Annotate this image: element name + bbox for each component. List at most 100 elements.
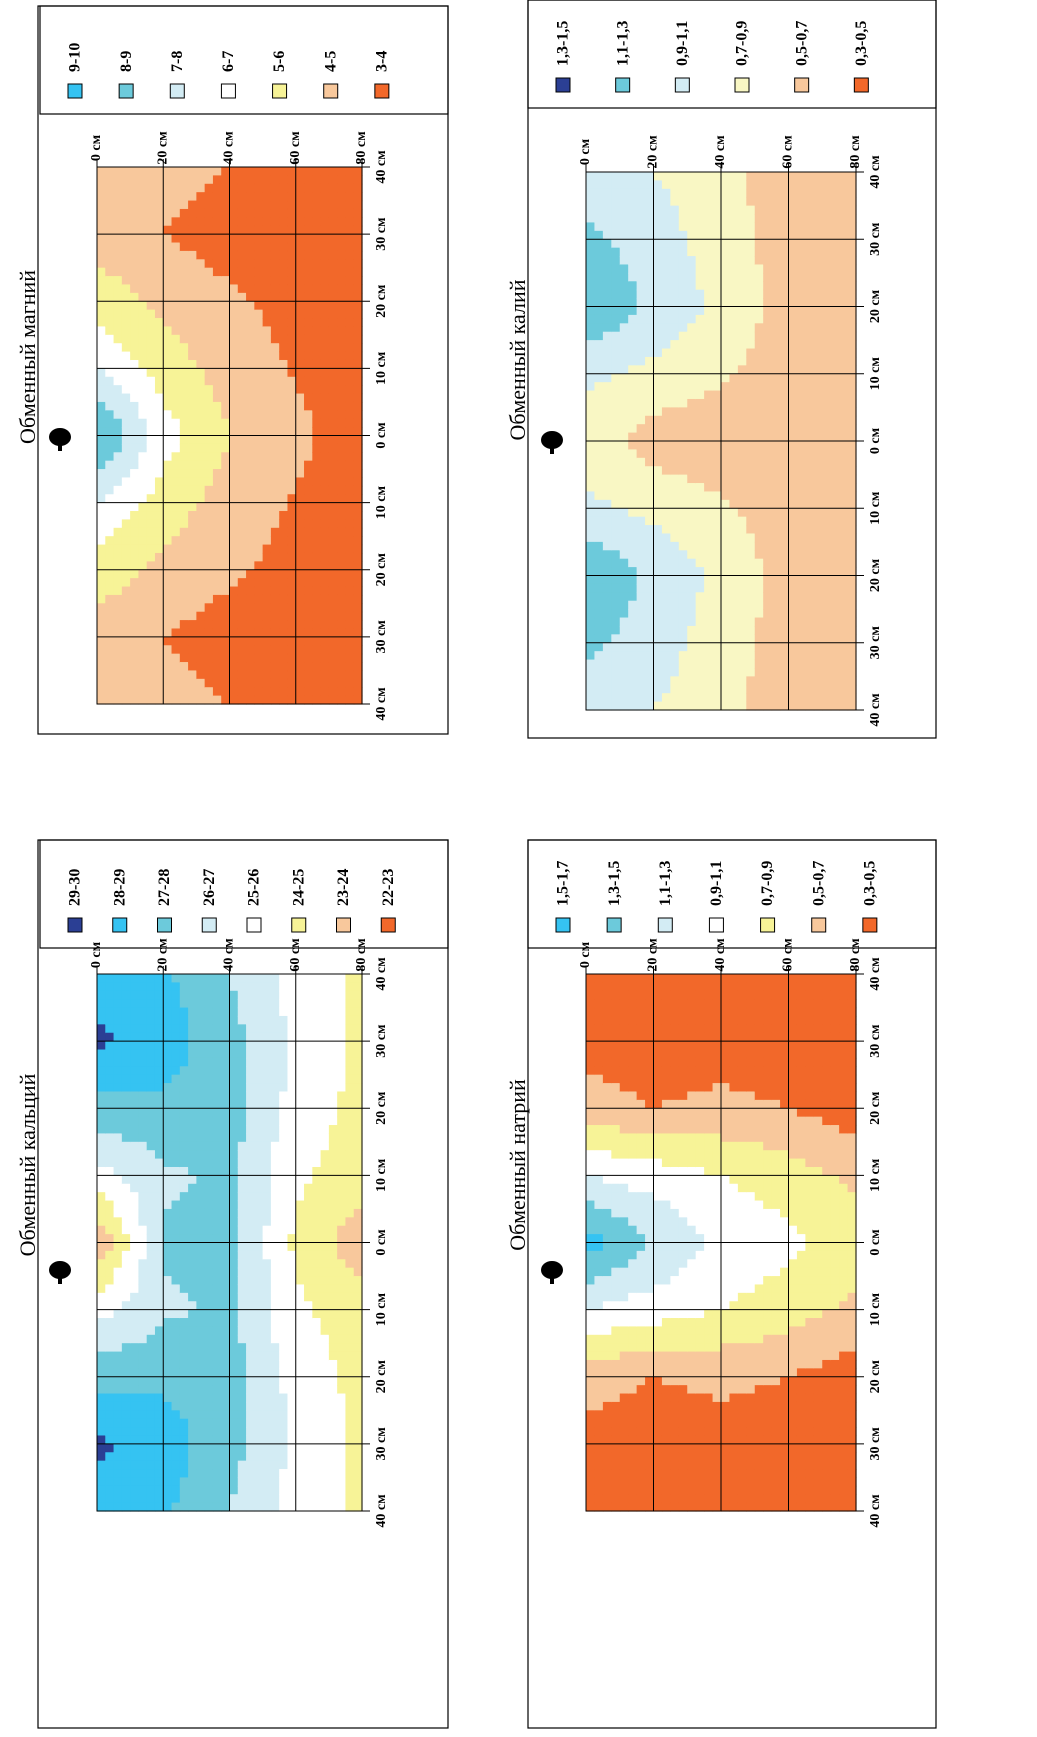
heatmap-cell: [312, 326, 322, 336]
distance-tick-label: 10 см: [374, 1158, 389, 1192]
heatmap-cell: [279, 343, 289, 353]
heatmap-cell: [295, 1401, 305, 1411]
heatmap-cell: [97, 552, 106, 562]
heatmap-cell: [237, 1485, 247, 1495]
heatmap-cell: [304, 1015, 313, 1025]
heatmap-cell: [270, 1326, 280, 1336]
heatmap-cell: [171, 1410, 181, 1420]
heatmap-cell: [121, 594, 131, 604]
heatmap-cell: [171, 208, 181, 218]
heatmap-cell: [611, 525, 621, 535]
heatmap-cell: [254, 1435, 264, 1445]
heatmap-cell: [619, 432, 629, 442]
heatmap-cell: [179, 192, 189, 202]
heatmap-cell: [212, 401, 222, 411]
heatmap-cell: [121, 435, 131, 445]
heatmap-cell: [270, 1452, 280, 1462]
heatmap-cell: [154, 1359, 164, 1369]
heatmap-cell: [237, 217, 247, 227]
heatmap-cell: [196, 990, 206, 1000]
heatmap-cell: [130, 578, 140, 588]
heatmap-cell: [353, 1276, 363, 1286]
heatmap-cell: [670, 693, 680, 703]
heatmap-cell: [130, 485, 140, 495]
heatmap-cell: [328, 1435, 338, 1445]
heatmap-cell: [212, 1292, 222, 1302]
heatmap-cell: [146, 982, 156, 992]
heatmap-cell: [229, 1125, 239, 1135]
heatmap-cell: [188, 1057, 197, 1067]
heatmap-cell: [196, 1024, 206, 1034]
heatmap-cell: [121, 1225, 131, 1235]
heatmap-cell: [212, 569, 222, 579]
heatmap-cell: [262, 1443, 272, 1453]
heatmap-cell: [295, 611, 305, 621]
heatmap-cell: [312, 1007, 322, 1017]
heatmap-cell: [237, 645, 247, 655]
heatmap-cell: [328, 1267, 338, 1277]
heatmap-cell: [345, 1116, 355, 1126]
heatmap-cell: [121, 1099, 131, 1109]
heatmap-cell: [171, 1259, 181, 1269]
heatmap-cell: [105, 1309, 115, 1319]
heatmap-cell: [295, 1343, 305, 1353]
heatmap-cell: [270, 1208, 280, 1218]
heatmap-cell: [353, 1343, 363, 1353]
heatmap-cell: [130, 292, 140, 302]
heatmap-cell: [345, 250, 355, 260]
heatmap-cell: [619, 289, 629, 299]
heatmap-cell: [304, 234, 313, 244]
heatmap-cell: [295, 603, 305, 613]
heatmap-cell: [188, 628, 197, 638]
heatmap-cell: [328, 1309, 338, 1319]
heatmap-cell: [163, 561, 173, 571]
heatmap-cell: [221, 326, 231, 336]
heatmap-cell: [246, 301, 255, 311]
heatmap-cell: [594, 365, 604, 375]
heatmap-cell: [146, 276, 156, 286]
heatmap-cell: [146, 1410, 156, 1420]
heatmap-cell: [611, 172, 621, 182]
heatmap-cell: [179, 1469, 189, 1479]
heatmap-cell: [254, 1427, 264, 1437]
heatmap-cell: [163, 544, 173, 554]
heatmap-cell: [212, 418, 222, 428]
heatmap-cell: [645, 541, 655, 551]
heatmap-cell: [105, 1192, 115, 1202]
heatmap-cell: [237, 1410, 247, 1420]
heatmap-cell: [353, 301, 363, 311]
heatmap-cell: [196, 678, 206, 688]
heatmap-cell: [179, 309, 189, 319]
heatmap-cell: [287, 1401, 297, 1411]
heatmap-cell: [262, 1158, 272, 1168]
heatmap-cell: [204, 427, 214, 437]
heatmap-cell: [163, 292, 173, 302]
heatmap-cell: [246, 1385, 255, 1395]
heatmap-cell: [113, 1242, 123, 1252]
heatmap-cell: [645, 592, 655, 602]
heatmap-cell: [196, 267, 206, 277]
heatmap-cell: [179, 1267, 189, 1277]
heatmap-cell: [188, 1494, 197, 1504]
heatmap-cell: [138, 385, 148, 395]
heatmap-cell: [212, 175, 222, 185]
heatmap-cell: [619, 676, 629, 686]
heatmap-cell: [212, 1242, 222, 1252]
heatmap-cell: [328, 552, 338, 562]
heatmap-cell: [121, 1351, 131, 1361]
heatmap-cell: [121, 569, 131, 579]
heatmap-cell: [661, 592, 671, 602]
heatmap-cell: [196, 401, 206, 411]
heatmap-cell: [353, 167, 363, 176]
tree-icon: [541, 431, 563, 454]
heatmap-cell: [353, 1494, 363, 1504]
heatmap-cell: [353, 175, 363, 185]
heatmap-cell: [670, 466, 680, 476]
heatmap-cell: [270, 309, 280, 319]
heatmap-cell: [653, 180, 663, 190]
heatmap-cell: [586, 575, 596, 585]
heatmap-cell: [237, 200, 247, 210]
heatmap-cell: [188, 200, 197, 210]
heatmap-cell: [221, 1267, 231, 1277]
heatmap-cell: [270, 284, 280, 294]
